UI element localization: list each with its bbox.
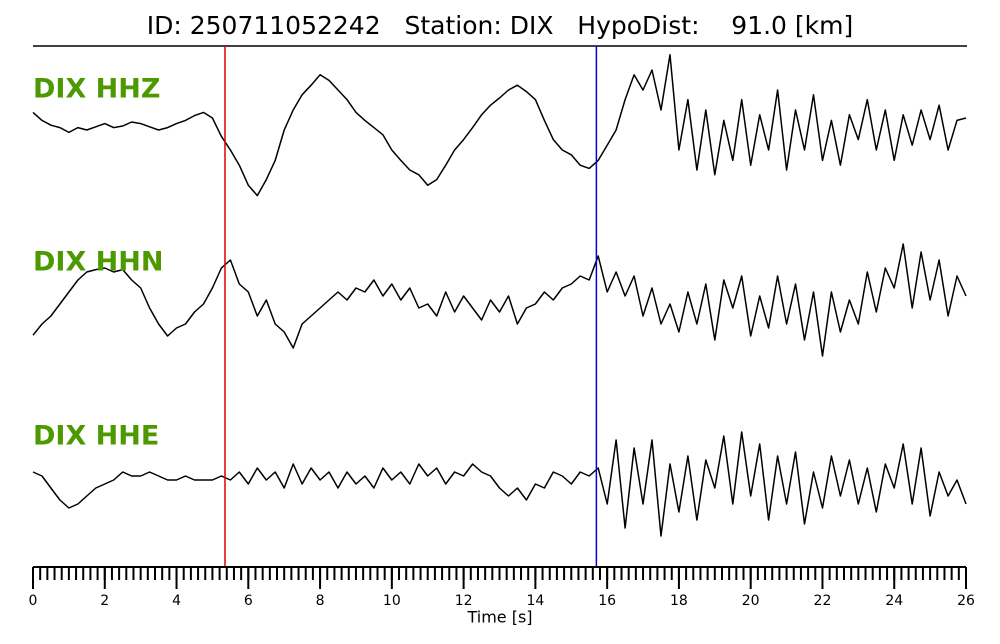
trace	[32, 431, 967, 537]
x-tick-label: 10	[383, 593, 401, 609]
trace	[32, 54, 967, 197]
x-tick-label: 8	[316, 593, 325, 609]
x-tick-label: 22	[814, 593, 832, 609]
x-tick-label: 24	[885, 593, 903, 609]
x-tick-label: 16	[598, 593, 616, 609]
x-tick-label: 0	[29, 593, 38, 609]
x-tick-label: 4	[172, 593, 181, 609]
x-tick-label: 26	[957, 593, 975, 609]
trace-label: DIX HHZ	[33, 74, 160, 105]
x-axis-label: Time [s]	[466, 608, 532, 627]
x-tick-label: 2	[100, 593, 109, 609]
trace-label: DIX HHE	[33, 421, 159, 452]
trace-label: DIX HHN	[33, 247, 163, 278]
x-tick-label: 12	[455, 593, 473, 609]
x-tick-label: 20	[742, 593, 760, 609]
trace	[32, 243, 967, 357]
x-tick-label: 6	[244, 593, 253, 609]
chart-title: ID: 250711052242 Station: DIX HypoDist: …	[147, 11, 853, 40]
x-tick-label: 18	[670, 593, 688, 609]
x-tick-label: 14	[526, 593, 544, 609]
